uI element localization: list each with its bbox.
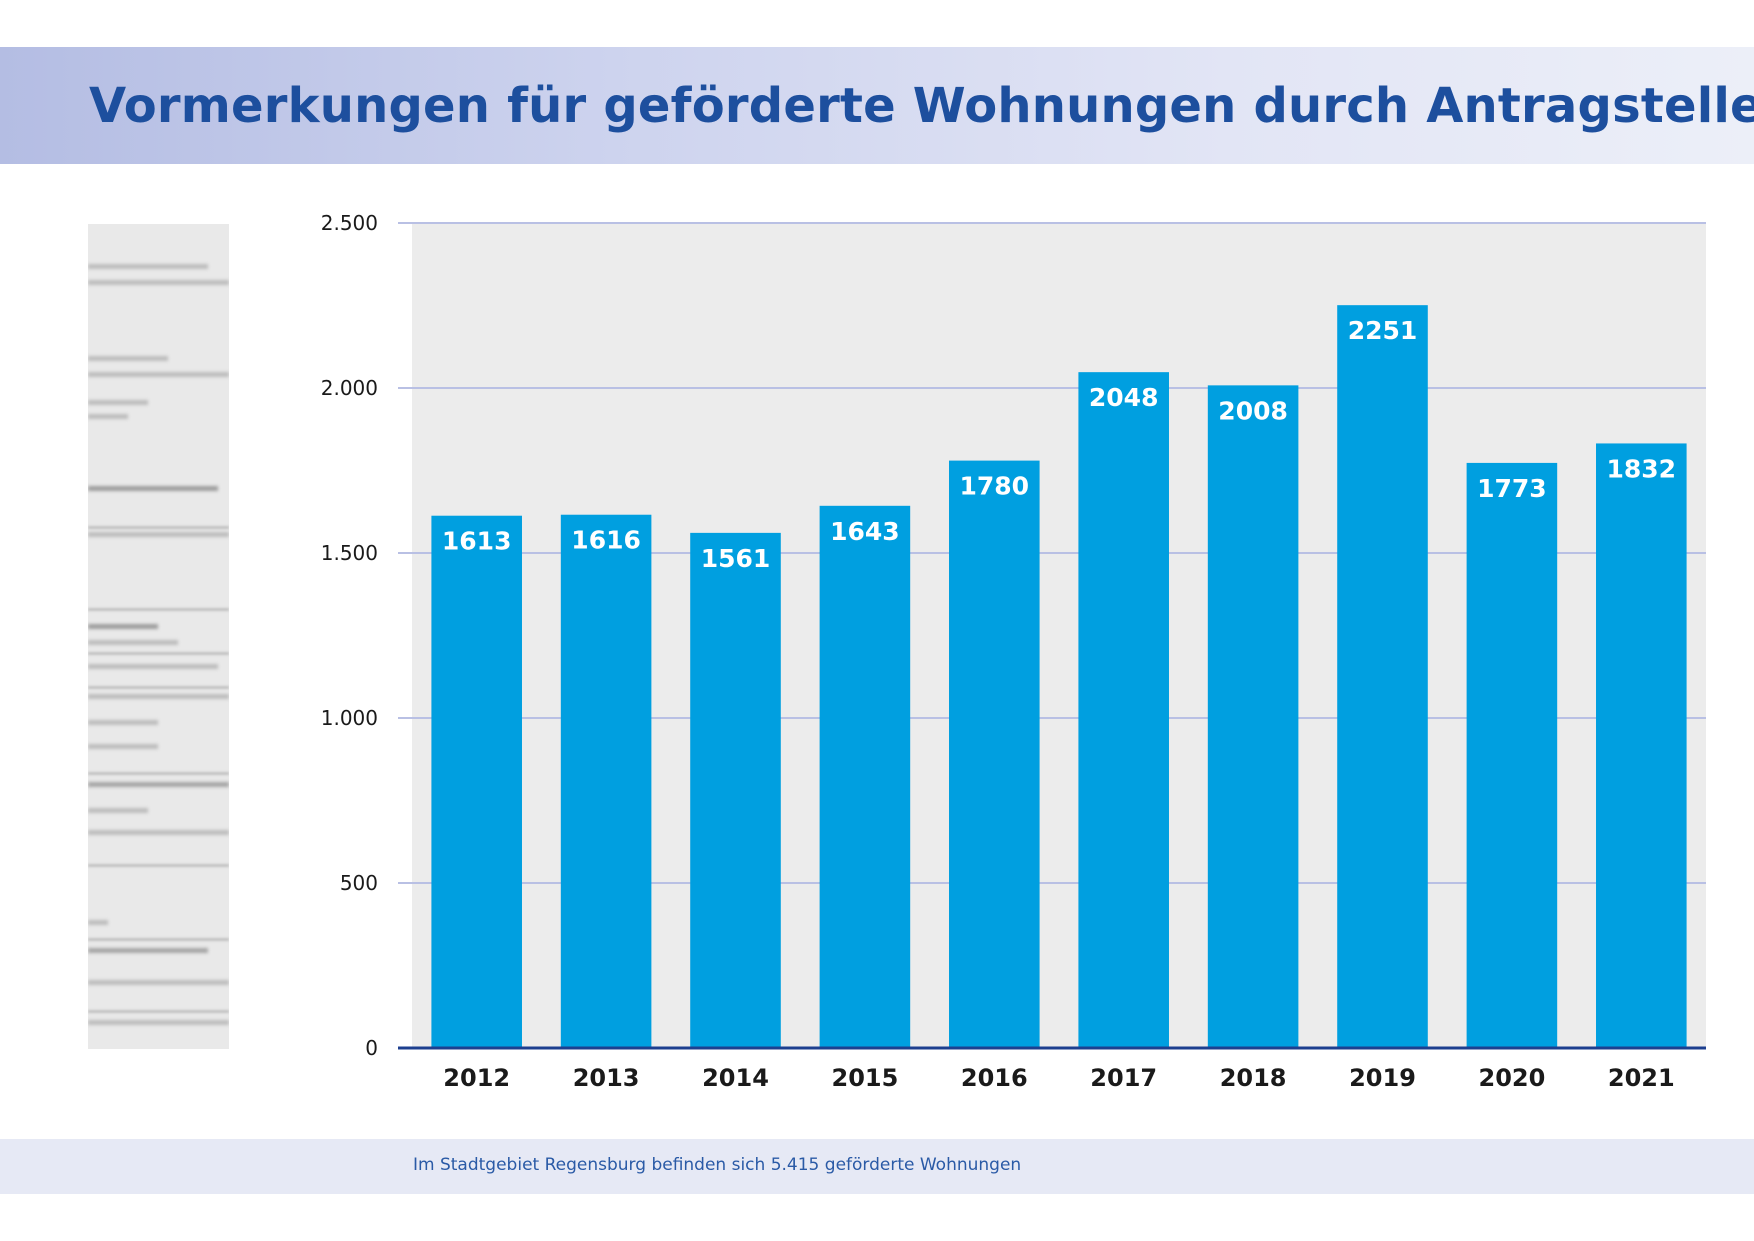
bar-value-label: 2008 [1218,396,1288,425]
bar [560,514,652,1048]
x-tick-label: 2012 [443,1064,510,1092]
bar-value-label: 1780 [960,472,1030,501]
x-tick-label: 2020 [1479,1064,1546,1092]
footer-band [0,1139,1754,1194]
bar [1337,305,1428,1048]
bar [1466,462,1558,1048]
y-tick-label: 2.000 [321,376,378,400]
x-tick-label: 2014 [702,1064,769,1092]
bar-value-label: 1561 [701,544,771,573]
bar [1596,443,1687,1048]
bar [819,505,911,1048]
x-tick-label: 2015 [832,1064,899,1092]
x-tick-label: 2013 [573,1064,640,1092]
bar [1078,372,1169,1048]
bars [431,305,1687,1049]
bar-value-label: 2251 [1348,316,1418,345]
x-axis-ticks: 2012 2013 2014 2015 2016 2017 2018 2019 2020 2021 [443,1064,1674,1092]
x-tick-label: 2019 [1349,1064,1416,1092]
y-axis-ticks: 0 500 1.000 1.500 2.000 2.500 [321,211,378,1060]
y-tick-label: 1.000 [321,706,378,730]
bar-value-label: 1616 [571,526,641,555]
bar-value-label: 1773 [1477,474,1547,503]
bar-value-label: 1613 [442,527,512,556]
footnote: Im Stadtgebiet Regensburg befinden sich … [413,1155,1022,1175]
y-tick-label: 0 [365,1036,378,1060]
bar-value-label: 2048 [1089,383,1159,412]
document-thumbnail [88,224,229,1049]
x-tick-label: 2018 [1220,1064,1287,1092]
bar-value-label: 1832 [1607,454,1677,483]
bar [1207,385,1299,1048]
page-title: Vormerkungen für geförderte Wohnungen du… [89,78,1754,134]
y-tick-label: 500 [340,871,378,895]
bar-value-labels: 1613 1616 1561 1643 1780 2048 2008 2251 1773 1832 [442,316,1676,573]
title-band [0,47,1754,164]
bar [690,532,781,1048]
x-tick-label: 2016 [961,1064,1028,1092]
x-tick-label: 2021 [1608,1064,1675,1092]
y-tick-label: 1.500 [321,541,378,565]
bar [431,515,522,1048]
x-tick-label: 2017 [1090,1064,1157,1092]
bar [949,460,1040,1049]
y-tick-label: 2.500 [321,211,378,235]
bar-value-label: 1643 [830,517,900,546]
